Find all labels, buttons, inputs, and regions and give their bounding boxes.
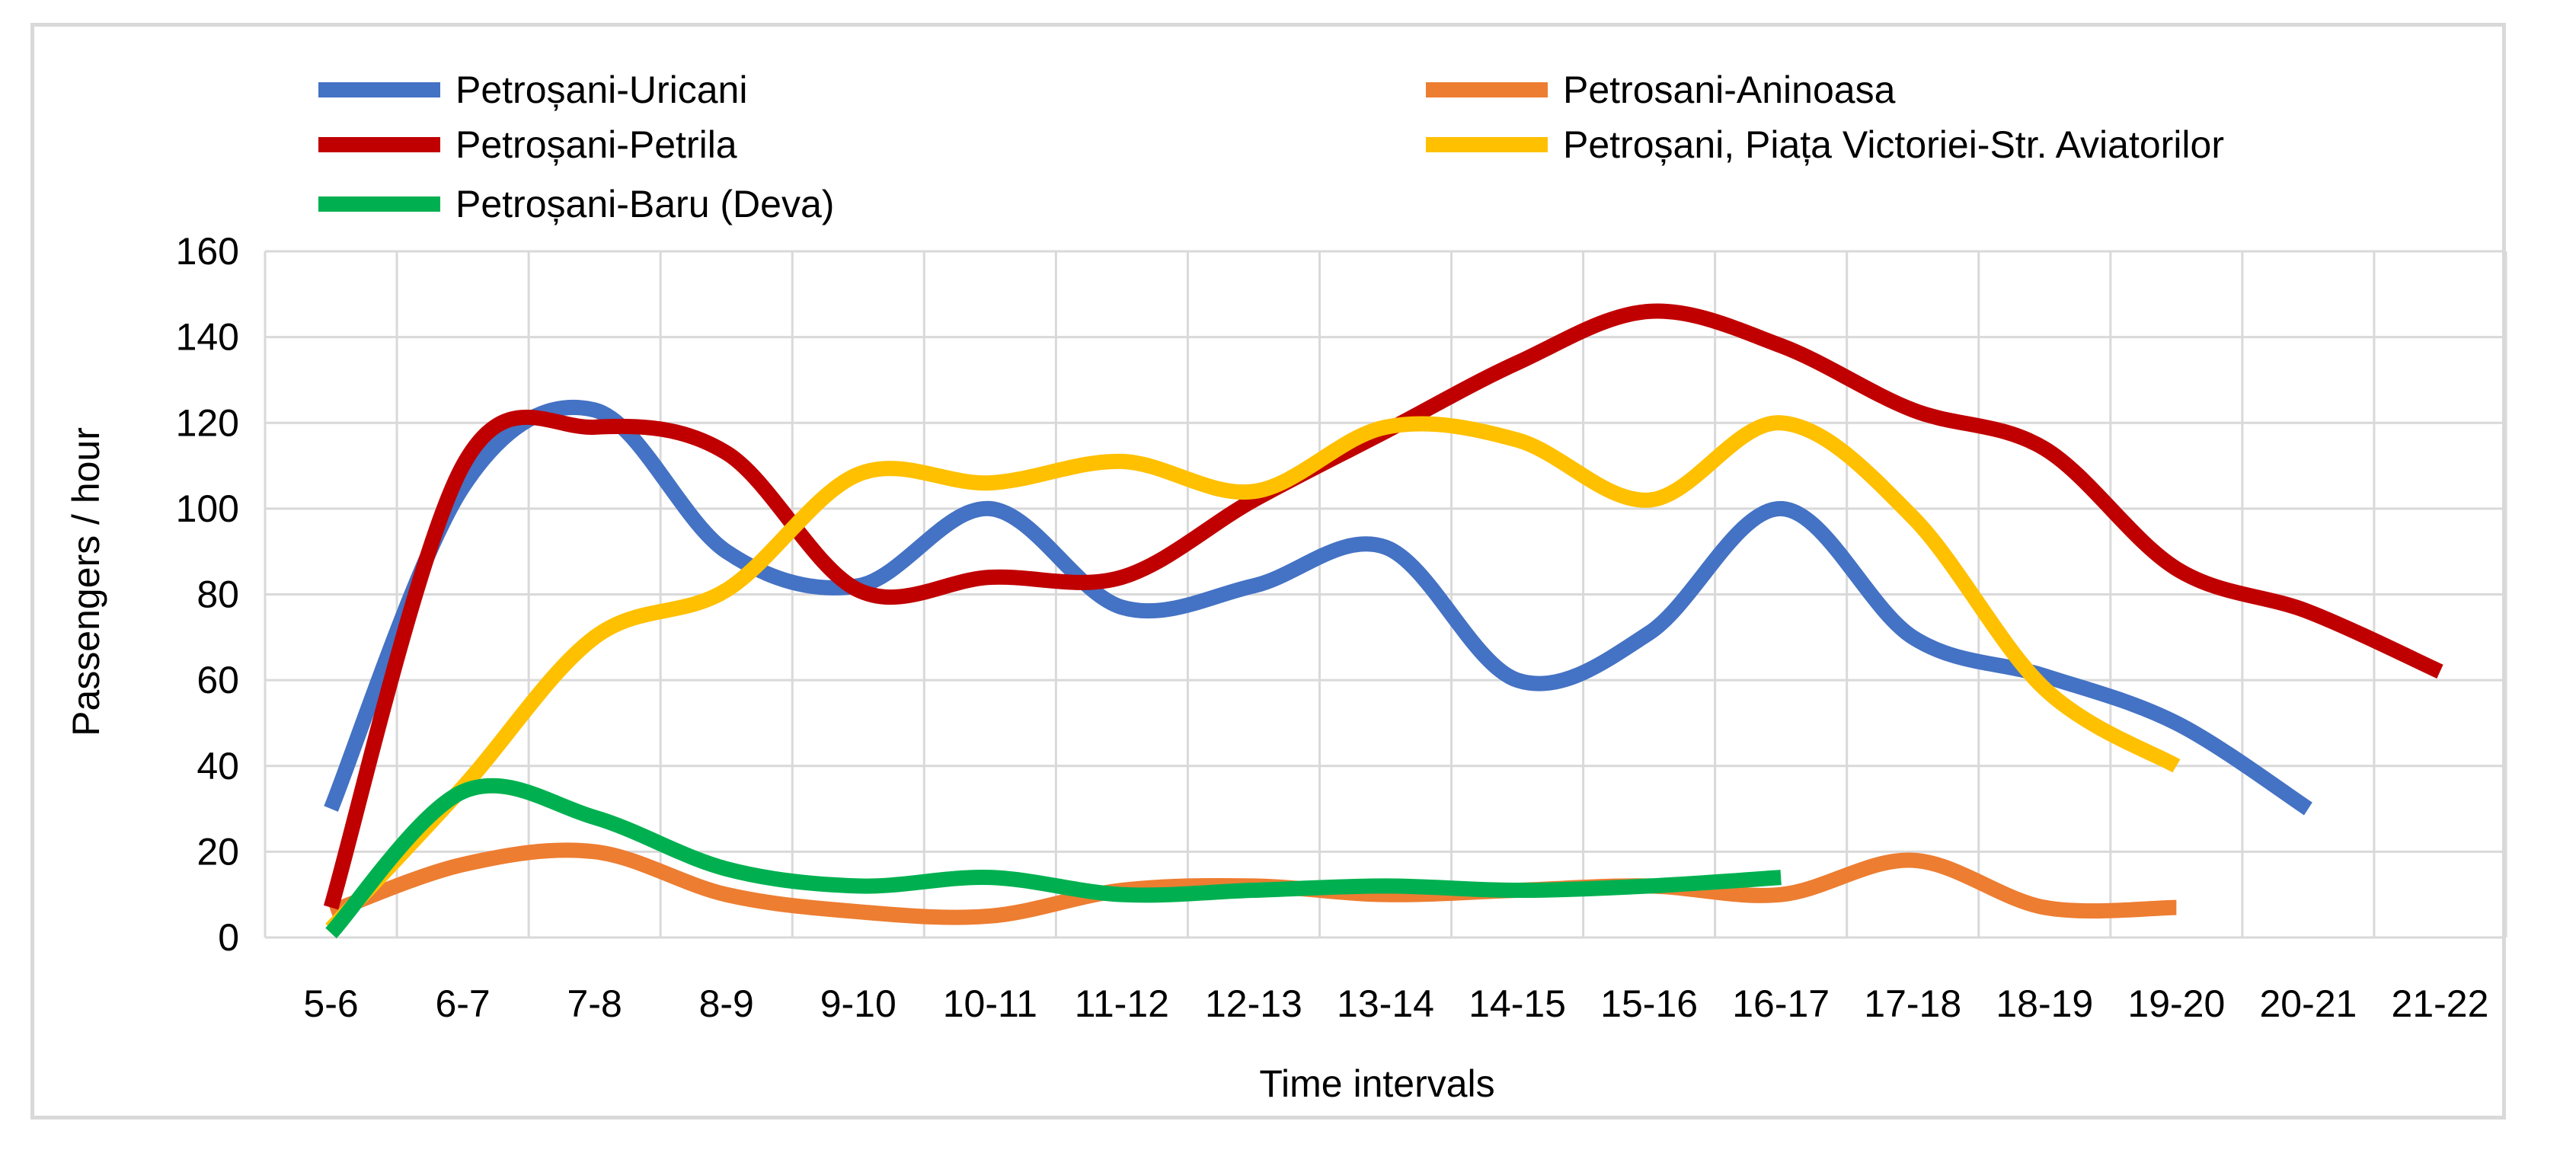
x-tick-label: 19-20 bbox=[2127, 982, 2225, 1025]
legend-label: Petroșani-Baru (Deva) bbox=[455, 183, 834, 225]
legend-label: Petroșani, Piața Victoriei-Str. Aviatori… bbox=[1563, 123, 2224, 166]
x-tick-label: 14-15 bbox=[1469, 982, 1566, 1025]
legend-label: Petroșani-Petrila bbox=[455, 123, 737, 166]
y-tick-label: 140 bbox=[176, 316, 239, 359]
x-tick-label: 20-21 bbox=[2259, 982, 2357, 1025]
x-tick-label: 9-10 bbox=[820, 982, 896, 1025]
y-tick-label: 100 bbox=[176, 487, 239, 530]
legend-item: Petroșani-Petrila bbox=[318, 123, 737, 166]
x-tick-label: 8-9 bbox=[699, 982, 754, 1025]
legend-item: Petroșani-Uricani bbox=[318, 69, 747, 111]
x-tick-label: 12-13 bbox=[1205, 982, 1302, 1025]
series-lines bbox=[323, 303, 2443, 939]
x-tick-label: 21-22 bbox=[2392, 982, 2489, 1025]
x-axis-title: Time intervals bbox=[1259, 1062, 1494, 1105]
x-tick-label: 17-18 bbox=[1864, 982, 1961, 1025]
series-line-petro-ani-baru-deva bbox=[325, 778, 1782, 939]
x-axis-ticks: 5-6 6-7 7-8 8-9 9-10 10-11 11-12 12-13 13-14 14-1… bbox=[303, 982, 2488, 1025]
x-tick-label: 13-14 bbox=[1337, 982, 1434, 1025]
legend: Petroșani-Uricani Petrosani-Aninoasa Petro… bbox=[318, 69, 2224, 225]
legend-label: Petrosani-Aninoasa bbox=[1563, 69, 1896, 111]
legend-label: Petroșani-Uricani bbox=[455, 69, 747, 111]
x-tick-label: 6-7 bbox=[435, 982, 490, 1025]
y-tick-label: 160 bbox=[176, 230, 239, 273]
y-axis-title: Passengers / hour bbox=[65, 427, 107, 736]
y-tick-label: 0 bbox=[218, 916, 239, 959]
legend-item: Petrosani-Aninoasa bbox=[1426, 69, 1896, 111]
y-tick-label: 80 bbox=[197, 573, 239, 616]
x-tick-label: 11-12 bbox=[1075, 982, 1169, 1025]
x-tick-label: 15-16 bbox=[1600, 982, 1698, 1025]
x-tick-label: 5-6 bbox=[303, 982, 358, 1025]
legend-item: Petroșani, Piața Victoriei-Str. Aviatori… bbox=[1426, 123, 2224, 166]
y-tick-label: 40 bbox=[197, 745, 239, 787]
x-tick-label: 10-11 bbox=[943, 982, 1037, 1025]
x-tick-label: 18-19 bbox=[1996, 982, 2093, 1025]
gridlines bbox=[264, 250, 2507, 939]
y-axis-ticks: 0 20 40 60 80 100 120 140 160 bbox=[176, 230, 239, 959]
y-tick-label: 60 bbox=[197, 659, 239, 701]
x-tick-label: 7-8 bbox=[567, 982, 622, 1025]
series-line-petro-ani-pia-a-victoriei-str-aviatorilor bbox=[325, 415, 2181, 934]
y-tick-label: 120 bbox=[176, 401, 239, 444]
y-tick-label: 20 bbox=[197, 830, 239, 873]
x-tick-label: 16-17 bbox=[1732, 982, 1830, 1025]
series-line-petro-ani-uricani bbox=[324, 400, 2312, 816]
legend-item: Petroșani-Baru (Deva) bbox=[318, 183, 834, 225]
